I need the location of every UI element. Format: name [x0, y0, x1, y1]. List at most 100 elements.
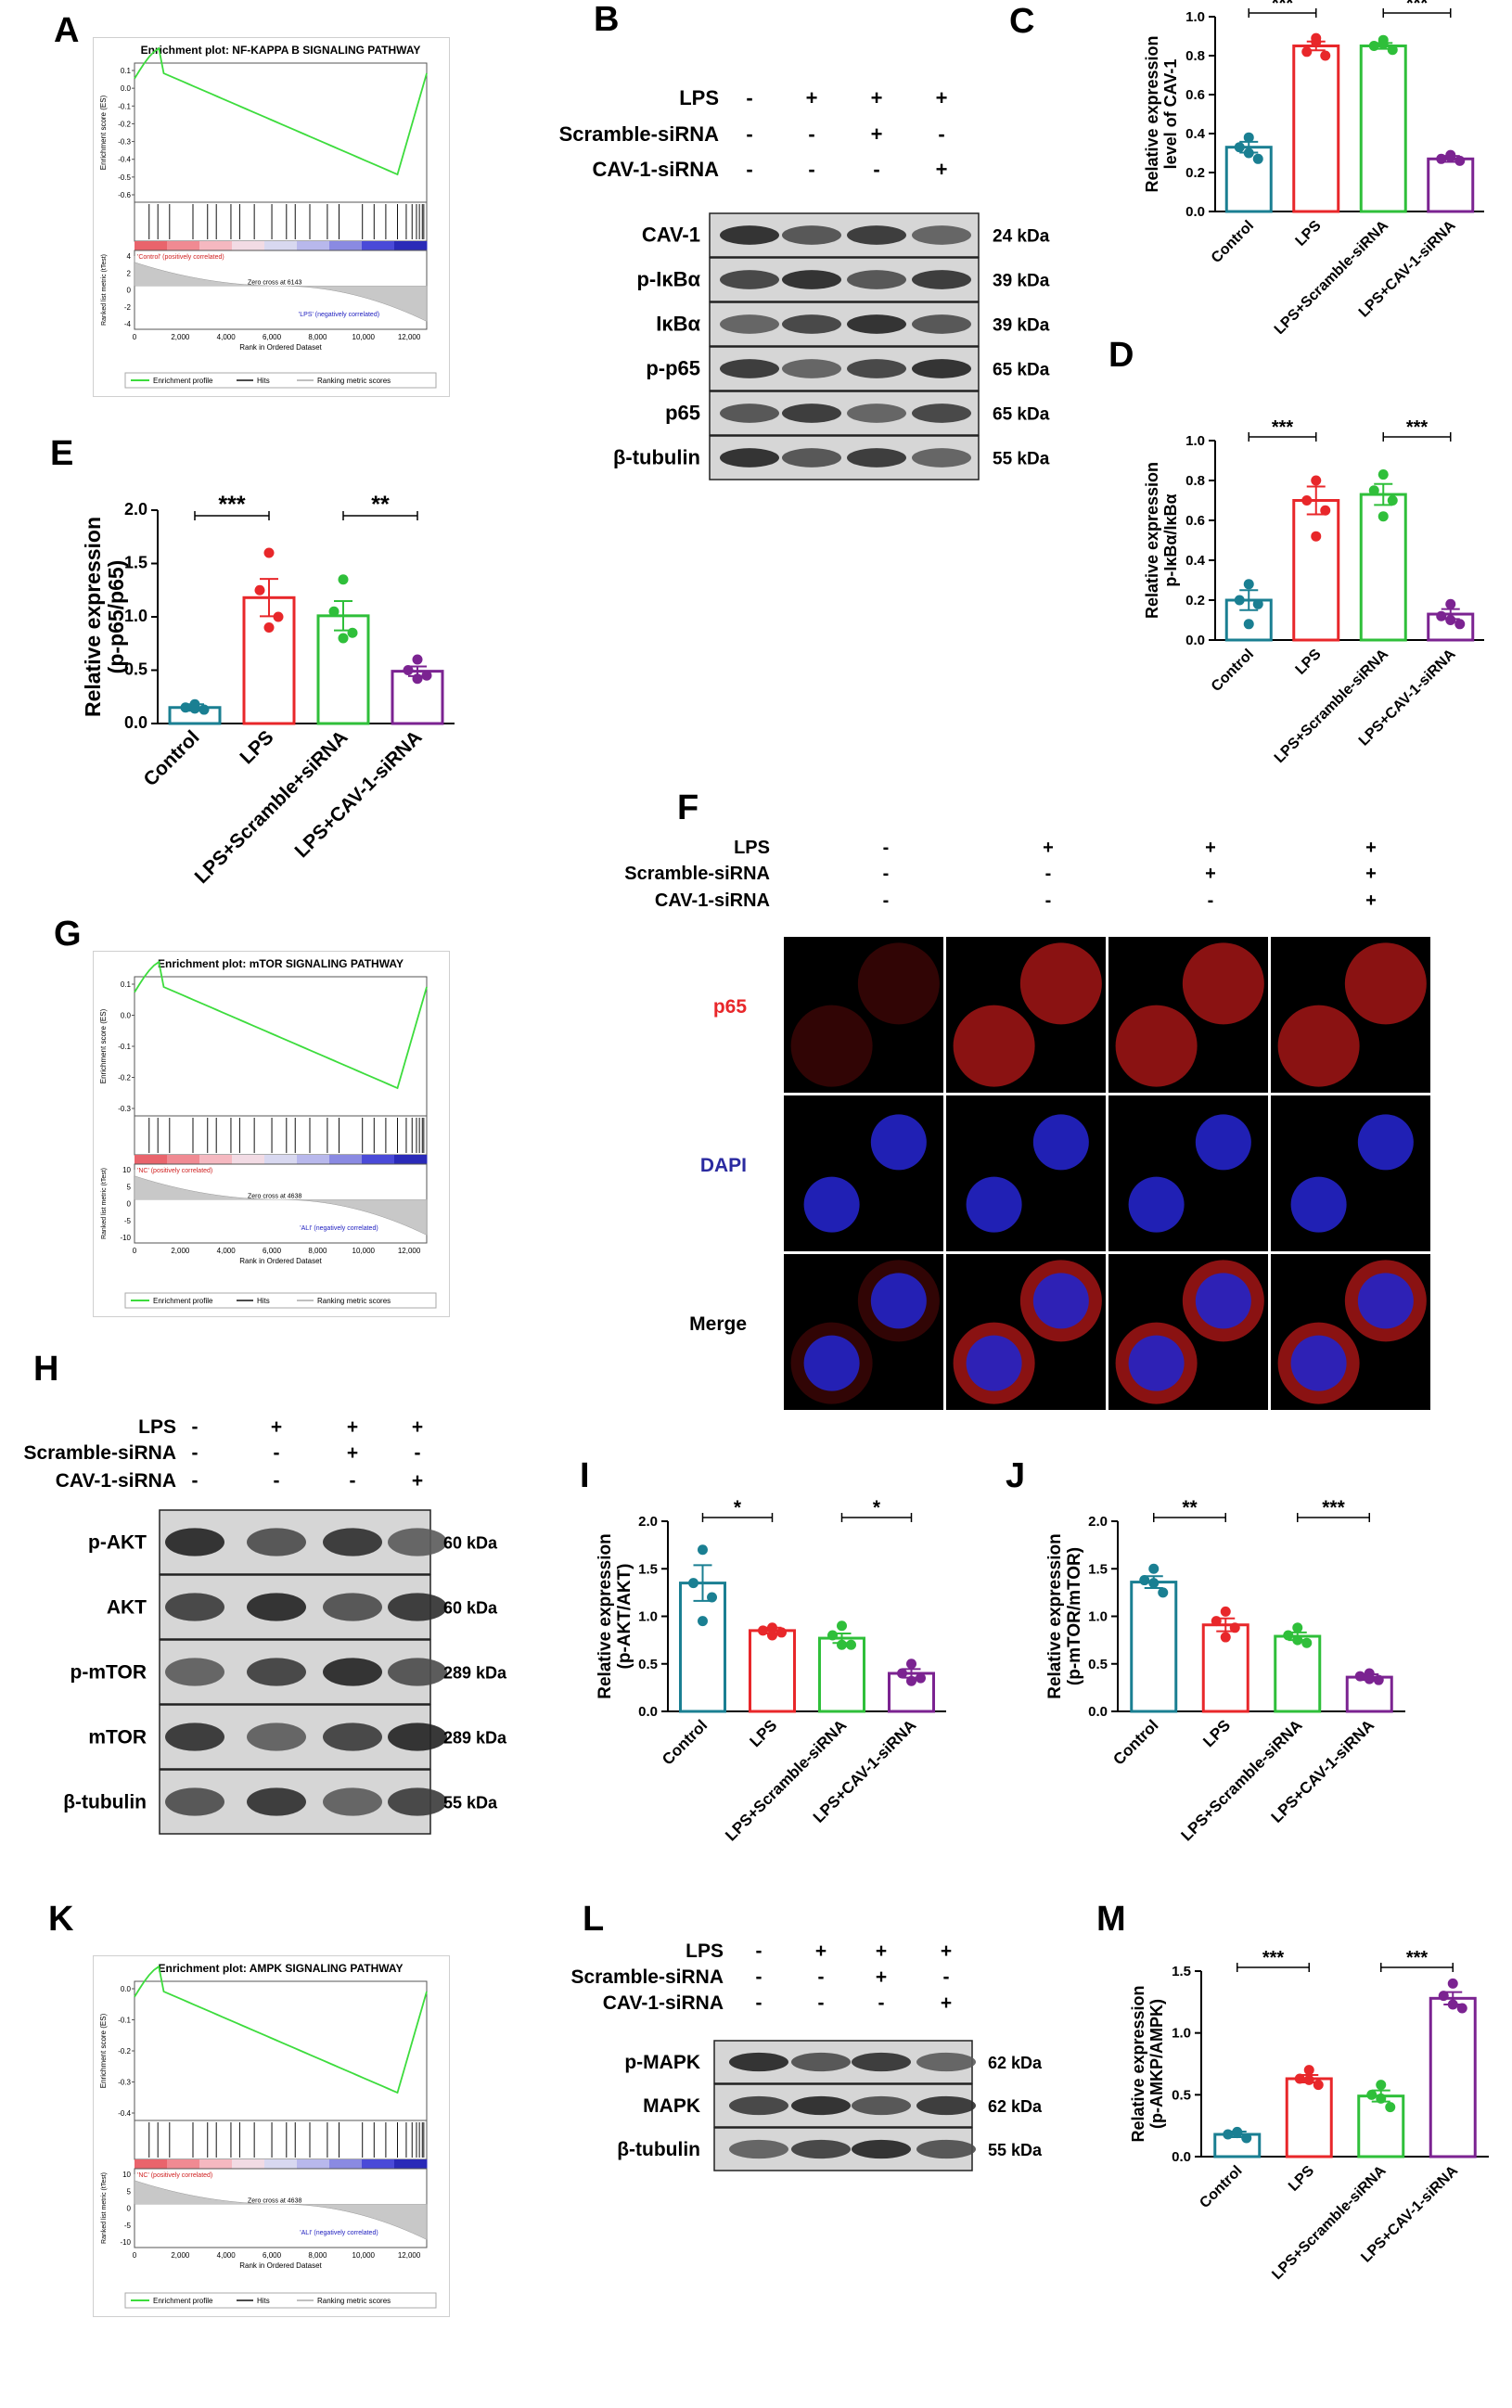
rank-tick: 0: [127, 1200, 132, 1209]
y-tick-label: 1.5: [1088, 1561, 1108, 1577]
data-point: [698, 1616, 708, 1627]
condition-mark: -: [1045, 890, 1052, 911]
positive-label: 'NC' (positively correlated): [137, 1168, 212, 1174]
panel-letter-i: I: [580, 1456, 590, 1495]
x-tick-label: Control: [139, 726, 203, 790]
y-axis-label: Relative expression(p-AKT/AKT): [596, 1533, 634, 1698]
rank-color-strip: [362, 2159, 395, 2169]
legend-box: [124, 2292, 437, 2309]
condition-mark: +: [871, 86, 883, 109]
data-point: [1368, 485, 1379, 496]
condition-mark: +: [806, 86, 818, 109]
bar: [1274, 1634, 1322, 1713]
rank-color-strip: [232, 1155, 265, 1164]
x-tick: 8,000: [308, 333, 327, 341]
blot-band: [916, 2095, 976, 2116]
panel-letter-l: L: [583, 1900, 605, 1939]
data-point: [837, 1620, 847, 1632]
data-point: [1220, 1632, 1231, 1643]
condition-mark: +: [941, 1940, 952, 1962]
data-point: [1301, 495, 1313, 506]
condition-mark: +: [412, 1470, 423, 1492]
data-point: [1234, 595, 1245, 606]
blot-band: [729, 2095, 788, 2116]
rank-color-strip: [329, 2159, 363, 2169]
legend-entry: Hits: [257, 2297, 270, 2305]
western-blot-b: LPS - + + + Scramble-siRNA - - + - CAV-1-siRNA - - - +…: [559, 86, 1050, 480]
legend-entry: Enrichment profile: [153, 1297, 213, 1305]
blot-band: [916, 2052, 976, 2072]
blot-band: [729, 2052, 788, 2072]
x-tick: 12,000: [398, 2251, 421, 2260]
blot-band: [323, 1787, 382, 1816]
bar: [1357, 2094, 1405, 2158]
condition-mark: +: [412, 1416, 423, 1438]
panel-letter-d: D: [1108, 336, 1134, 375]
panel-letter-f: F: [677, 788, 699, 827]
data-point: [1447, 1999, 1458, 2010]
data-point: [1241, 2133, 1252, 2144]
es-tick: -0.1: [118, 2017, 131, 2025]
condition-mark: -: [943, 1966, 950, 1988]
rank-tick: -5: [124, 2222, 132, 2230]
es-tick: -0.2: [118, 1074, 131, 1082]
data-point: [767, 1630, 777, 1641]
data-point: [1445, 615, 1456, 625]
condition-mark: -: [883, 890, 890, 911]
panel-letter-c: C: [1009, 2, 1035, 41]
blot-band: [247, 1723, 306, 1751]
data-point: [846, 1639, 856, 1650]
condition-mark: +: [1365, 838, 1377, 858]
y-tick-label: 0.6: [1185, 87, 1205, 103]
condition-label: LPS: [734, 838, 770, 858]
blot-band: [852, 2052, 911, 2072]
x-axis-label: Rank in Ordered Dataset: [239, 2261, 322, 2270]
bar: [1292, 499, 1340, 642]
dapi-nucleus: [870, 1114, 927, 1171]
condition-mark: -: [818, 1992, 825, 2014]
dapi-nucleus: [1290, 1335, 1347, 1391]
rank-ylabel: Ranked list metric (tTest): [101, 254, 108, 326]
blot-band: [791, 2052, 851, 2072]
data-point: [1252, 598, 1263, 609]
y-tick-label: 1.0: [638, 1609, 658, 1625]
es-tick: -0.1: [118, 102, 131, 110]
significance-label: *: [734, 1498, 742, 1518]
data-point: [1364, 1673, 1375, 1684]
rank-tick: -10: [120, 1234, 131, 1242]
bar: [316, 614, 370, 725]
y-tick-label: 0.5: [1172, 2087, 1191, 2103]
es-tick: -0.3: [118, 2079, 131, 2087]
blot-band: [165, 1593, 224, 1621]
data-point: [421, 670, 432, 681]
negative-label: 'ALI' (negatively correlated): [300, 2230, 378, 2236]
legend-entry: Hits: [257, 1297, 270, 1305]
y-tick-label: 0.2: [1185, 593, 1205, 608]
gsea-title: Enrichment plot: mTOR SIGNALING PATHWAY: [158, 957, 404, 970]
y-tick-label: 1.5: [638, 1561, 658, 1577]
condition-mark: -: [350, 1470, 356, 1492]
data-point: [1438, 1991, 1449, 2002]
blot-band: [720, 270, 779, 289]
rank-color-strip: [264, 2159, 298, 2169]
blot-band: [912, 270, 971, 289]
blot-band: [912, 448, 971, 468]
panel-letter-k: K: [48, 1900, 74, 1939]
legend-entry: Ranking metric scores: [317, 377, 391, 385]
es-tick: 0.1: [121, 67, 132, 75]
condition-mark: -: [746, 86, 752, 109]
enrichment-curve: [134, 960, 428, 1090]
y-tick-label: 0.0: [1185, 633, 1205, 648]
molecular-weight: 60 kDa: [443, 1599, 498, 1618]
data-point: [688, 1578, 698, 1589]
molecular-weight: 55 kDa: [988, 2141, 1043, 2159]
data-point: [1313, 2080, 1324, 2091]
rank-color-strip: [167, 2159, 200, 2169]
x-tick-label: Control: [1209, 647, 1257, 695]
data-point: [1368, 41, 1379, 51]
data-point: [1376, 2080, 1387, 2091]
x-tick: 12,000: [398, 333, 421, 341]
x-tick: 2,000: [171, 2251, 190, 2260]
rank-color-strip: [199, 241, 233, 250]
